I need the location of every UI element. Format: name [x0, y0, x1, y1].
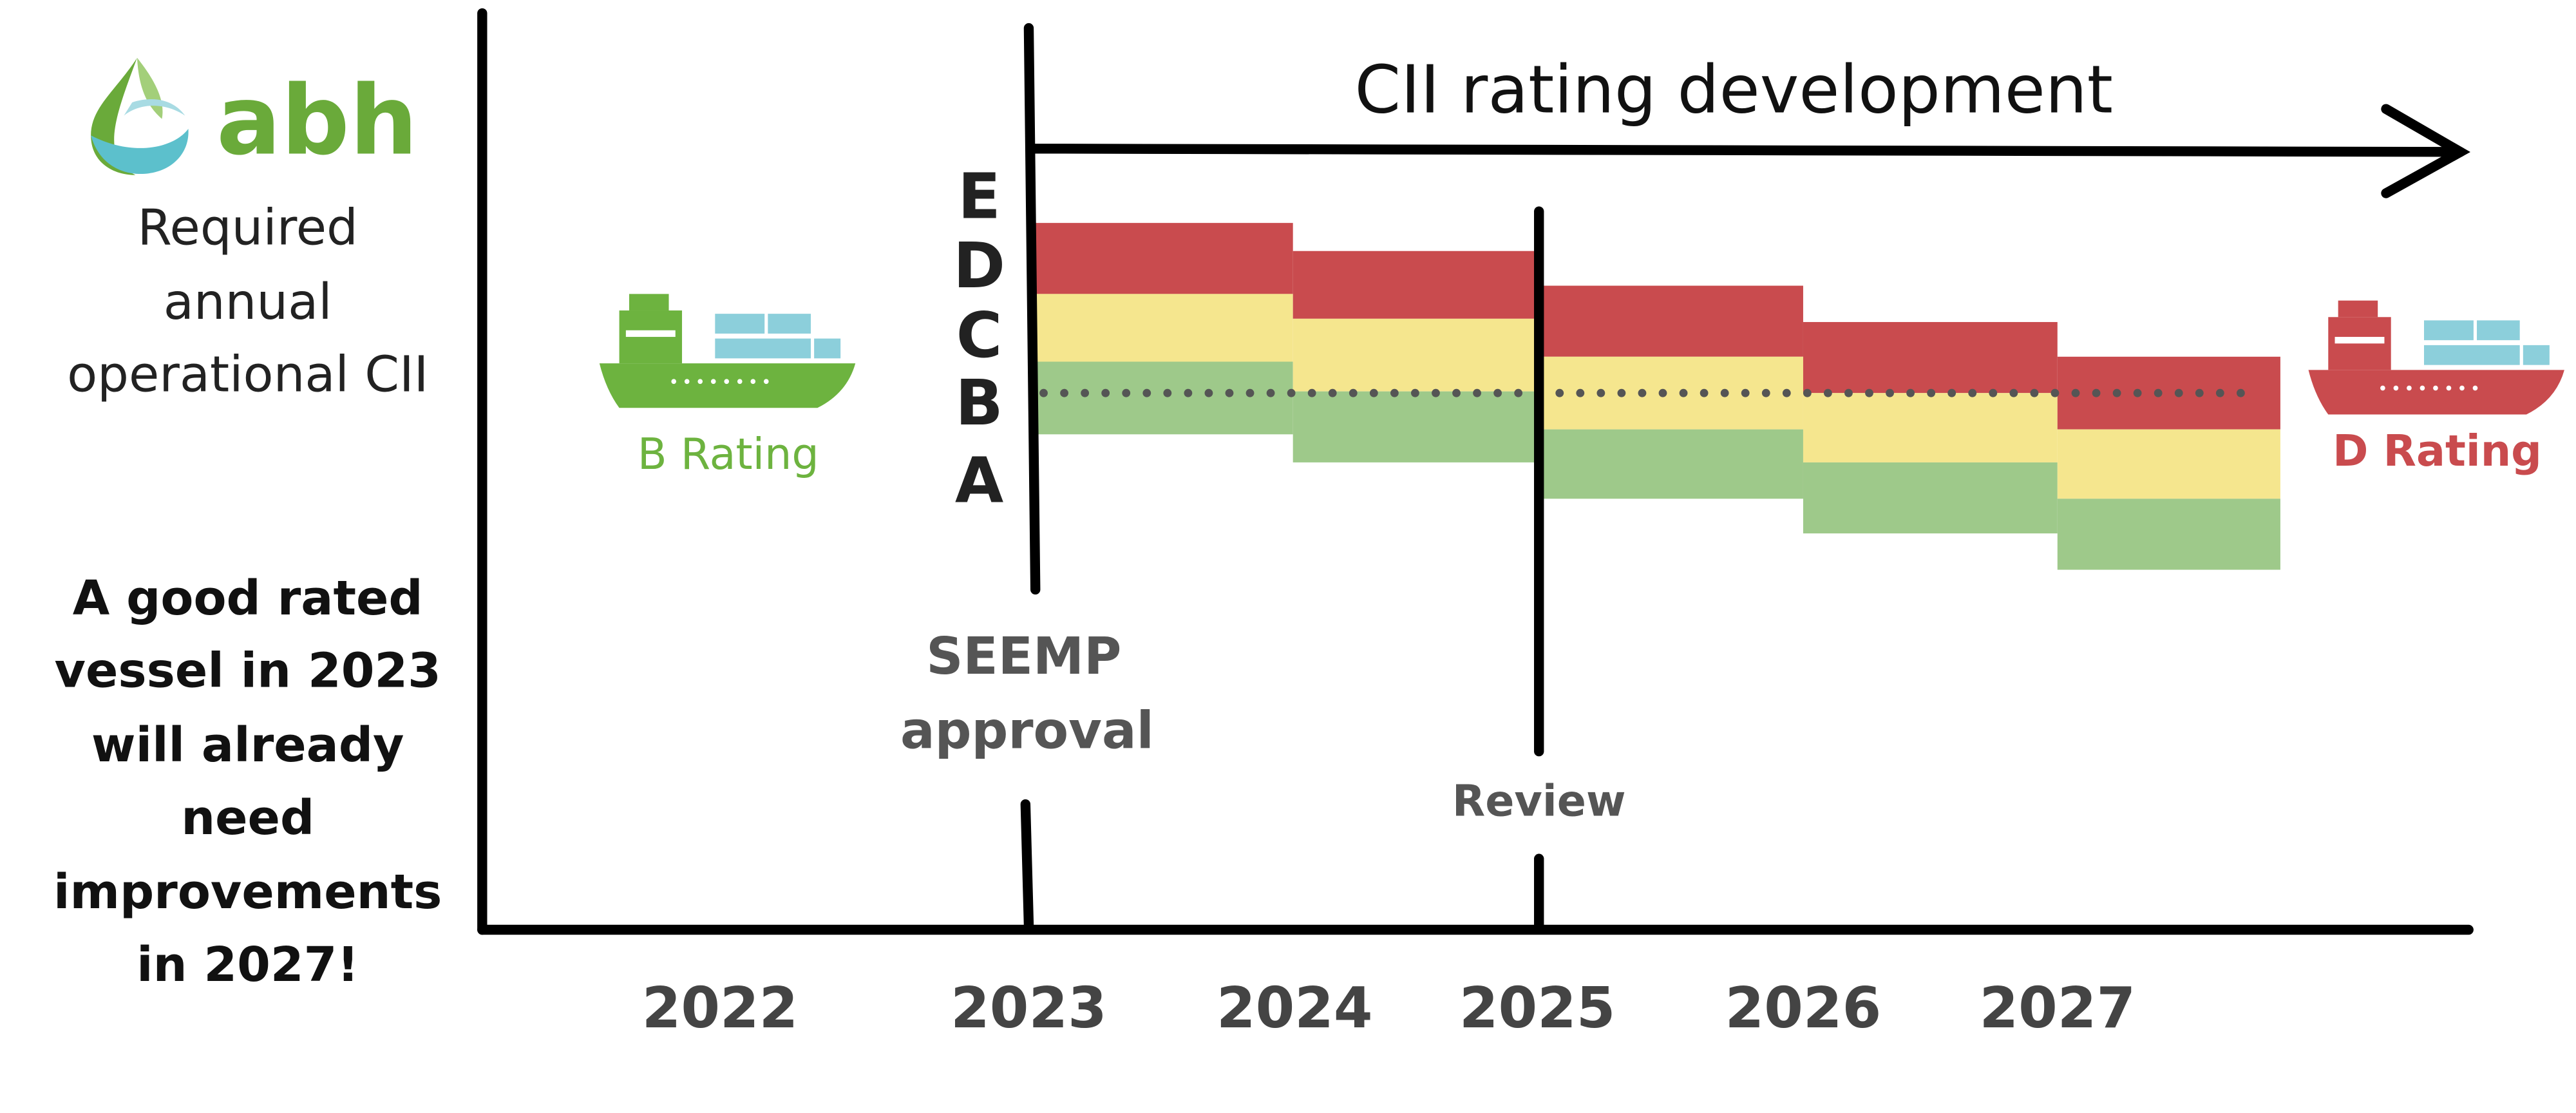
milestone-label: SEEMP [926, 626, 1121, 686]
note-line: A good rated [73, 570, 423, 626]
rating-letter: A [955, 444, 1003, 517]
ship-icon [2308, 300, 2564, 415]
rating-letter: D [953, 229, 1005, 302]
header-line: Required [138, 199, 358, 256]
note-line: vessel in 2023 [55, 643, 441, 699]
year-label: 2026 [1725, 975, 1882, 1041]
ship-icon [599, 294, 856, 408]
note-line: in 2027! [137, 937, 359, 993]
note-line: need [181, 790, 314, 846]
rating-letter: E [958, 160, 1001, 233]
year-label: 2022 [642, 975, 799, 1041]
rating-bands [1035, 223, 2280, 570]
year-label: 2023 [951, 975, 1107, 1041]
ship-label: D Rating [2333, 426, 2542, 476]
year-label: 2025 [1459, 975, 1616, 1041]
milestone-label: approval [900, 700, 1154, 760]
year-label: 2027 [1980, 975, 2136, 1041]
axes [477, 8, 2474, 935]
milestone-label: Review [1452, 776, 1626, 826]
header-line: annual [164, 274, 332, 331]
ship-label: B Rating [638, 429, 819, 479]
rating-letter: B [955, 366, 1003, 439]
year-label: 2024 [1217, 975, 1373, 1041]
note-line: will already [91, 717, 404, 773]
logo-mark [91, 57, 189, 175]
logo-text: abh [216, 65, 418, 176]
rating-letter: C [956, 299, 1003, 372]
title: CII rating development [1354, 52, 2113, 128]
note-line: improvements [53, 864, 442, 920]
header-line: operational CII [67, 347, 428, 404]
